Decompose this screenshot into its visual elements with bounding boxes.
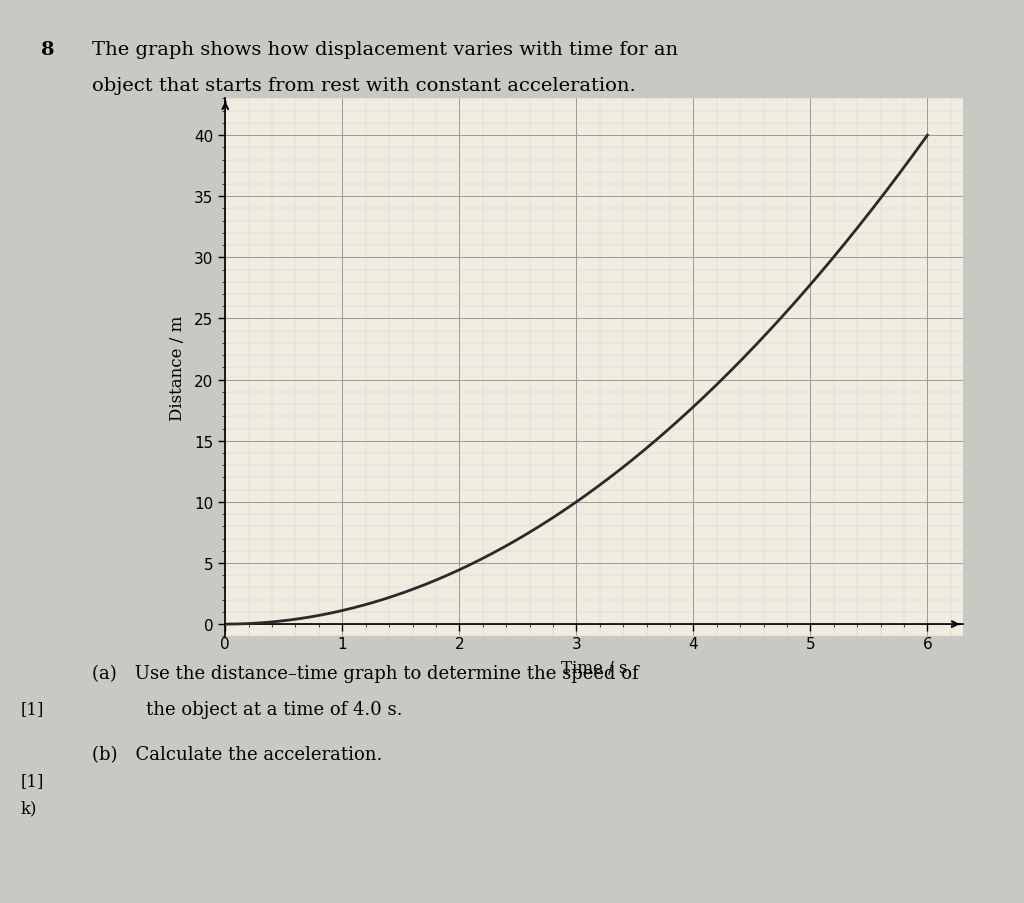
X-axis label: Time / s: Time / s [561, 659, 627, 676]
Text: (b) Calculate the acceleration.: (b) Calculate the acceleration. [92, 745, 383, 763]
Text: [1]: [1] [20, 772, 44, 789]
Text: k): k) [20, 799, 37, 816]
Text: The graph shows how displacement varies with time for an: The graph shows how displacement varies … [92, 41, 678, 59]
Text: the object at a time of 4.0 s.: the object at a time of 4.0 s. [92, 700, 402, 718]
Text: 8: 8 [41, 41, 54, 59]
Y-axis label: Distance / m: Distance / m [169, 315, 185, 421]
Text: object that starts from rest with constant acceleration.: object that starts from rest with consta… [92, 77, 636, 95]
Text: [1]: [1] [20, 700, 44, 717]
Text: (a) Use the distance–time graph to determine the speed of: (a) Use the distance–time graph to deter… [92, 664, 639, 682]
